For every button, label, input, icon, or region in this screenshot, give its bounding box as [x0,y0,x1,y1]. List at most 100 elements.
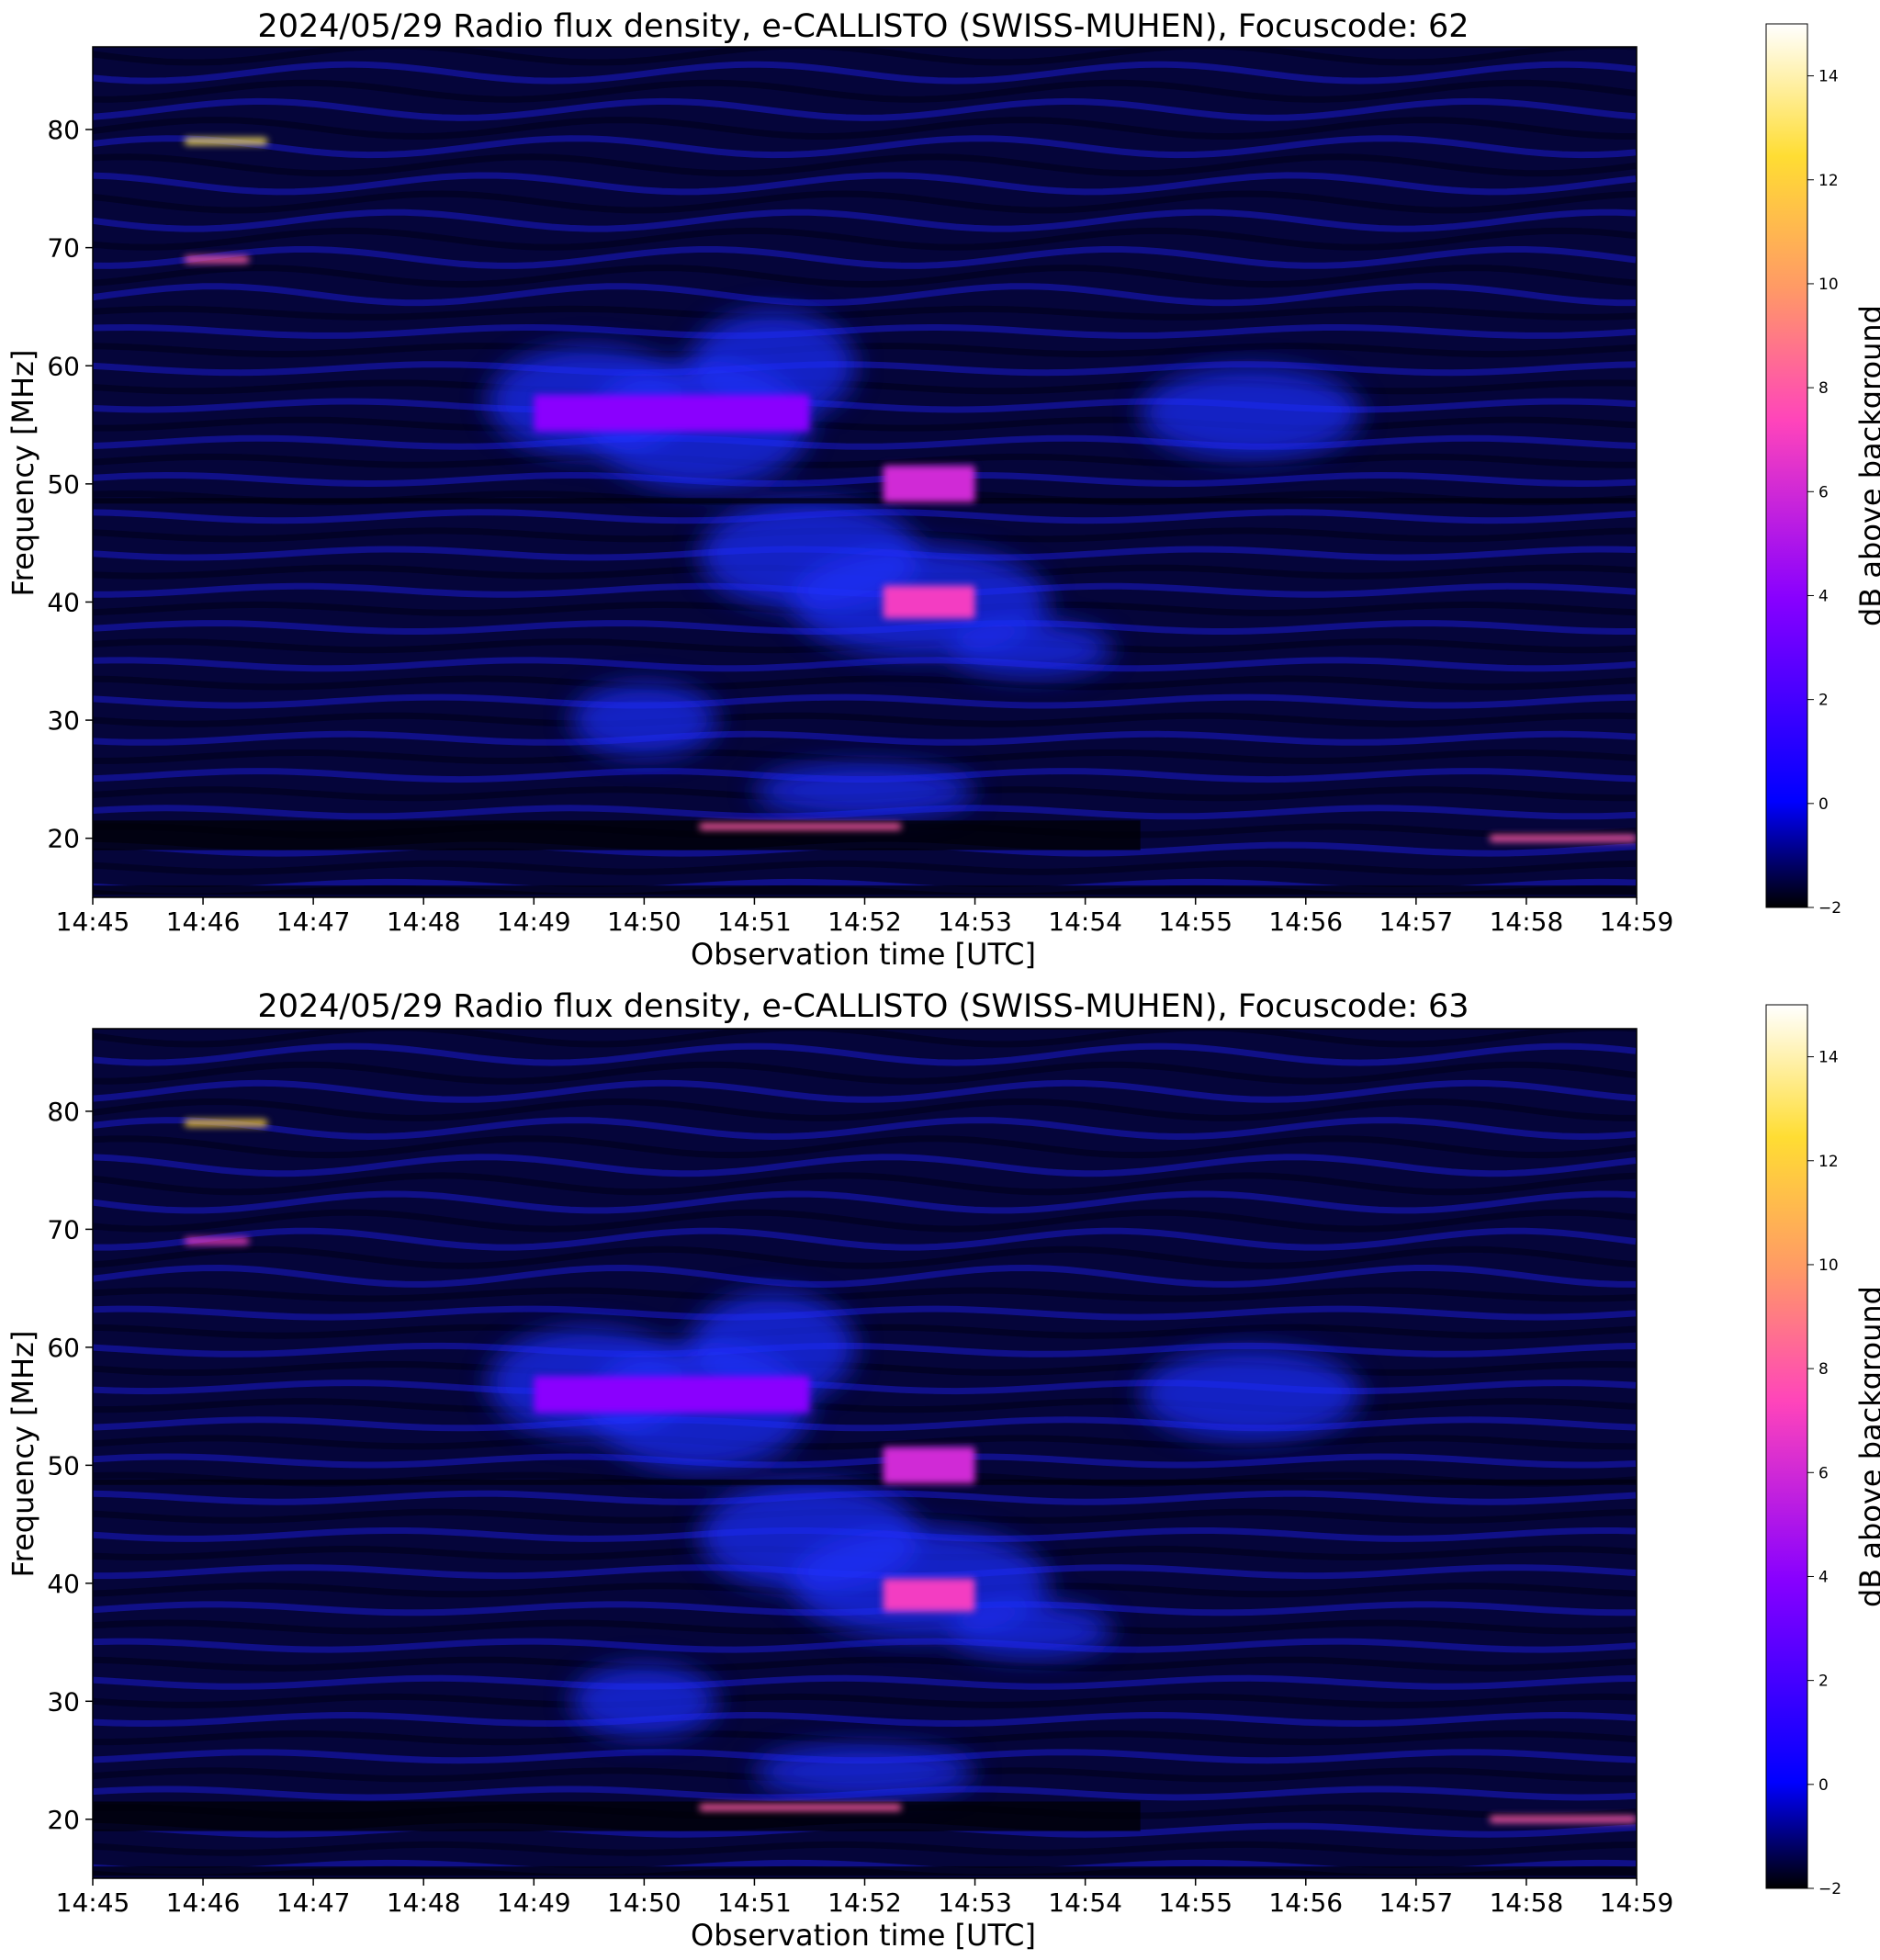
emission-feature [699,823,902,830]
colorbar-1: −2 0 2 4 6 8 10 12 14 dB above background [1765,23,1880,918]
colorbar-tick-label: 6 [1818,1464,1829,1482]
colorbar-tick-label: 2 [1818,692,1829,710]
colorbar-tick-label: 8 [1818,379,1829,398]
emission-feature [883,585,975,619]
emission-feature [883,1447,975,1484]
y-tick-label: 50 [47,469,80,500]
colorbar-tick-label: −2 [1818,1880,1841,1898]
x-tick-label: 14:47 [276,907,351,937]
x-tick-label: 14:54 [1048,907,1122,937]
y-tick-label: 30 [47,705,80,736]
y-tick-label: 60 [47,1333,80,1363]
colorbar-tick-label: 12 [1818,172,1839,190]
dark-band [93,820,1141,850]
x-tick-label: 14:49 [497,907,571,937]
x-tick-label: 14:57 [1379,1887,1454,1918]
x-tick-label: 14:59 [1600,1887,1674,1918]
x-tick-label: 14:56 [1268,907,1343,937]
emission-feature [883,465,975,502]
x-tick-label: 14:54 [1048,1887,1122,1918]
x-tick-label: 14:46 [166,1887,241,1918]
dark-band [93,1801,1141,1831]
x-tick-label: 14:45 [56,1887,130,1918]
x-tick-label: 14:58 [1490,1887,1564,1918]
emission-feature [1489,835,1637,842]
y-tick-label: 70 [47,1214,80,1245]
emission-feature [185,1237,250,1245]
colorbar-tick-label: 12 [1818,1153,1839,1171]
y-tick-label: 40 [47,587,80,617]
spectrogram-texture [93,47,1637,894]
x-tick-label: 14:52 [827,1887,902,1918]
colorbar-tick-label: 14 [1818,1049,1839,1067]
emission-feature [699,1804,902,1811]
x-axis-1: 14:45 14:46 14:47 14:48 14:49 14:50 14:51 14:52… [56,897,1673,937]
colorbar-tick-label: 4 [1818,587,1829,605]
x-tick-label: 14:56 [1268,1887,1343,1918]
colorbar-tick-label: 0 [1818,795,1829,814]
colorbar-tick-label: 4 [1818,1568,1829,1586]
colorbar-2: −2 0 2 4 6 8 10 12 14 dB above background [1765,1004,1880,1898]
x-tick-label: 14:55 [1158,907,1233,937]
y-tick-label: 60 [47,351,80,381]
x-axis-2: 14:45 14:46 14:47 14:48 14:49 14:50 14:51 14:52… [56,1878,1674,1918]
panel-1-ylabel: Frequency [MHz] [6,350,40,597]
y-tick-label: 70 [47,233,80,264]
x-tick-label: 14:53 [938,907,1012,937]
colorbar-tick-label: 8 [1818,1360,1829,1379]
dark-band-49 [93,1479,1637,1485]
x-tick-label: 14:51 [717,907,792,937]
panel-1-title: 2024/05/29 Radio flux density, e-CALLIST… [257,8,1469,45]
panel-2-xlabel: Observation time [UTC] [691,1918,1036,1953]
x-tick-label: 14:57 [1379,907,1454,937]
spectrogram-2 [92,1028,1638,1879]
dark-band-49 [93,498,1637,504]
colorbar-1-ticks: −2 0 2 4 6 8 10 12 14 [1807,68,1841,918]
spectrogram-1 [92,46,1638,898]
panel-2-title: 2024/05/29 Radio flux density, e-CALLIST… [257,988,1469,1025]
y-axis-2: 20 30 40 50 60 70 80 [47,1097,93,1835]
y-tick-label: 40 [47,1569,80,1599]
x-tick-label: 14:58 [1490,907,1564,937]
colorbar-2-gradient [1765,1004,1808,1889]
emission-feature [534,1376,810,1414]
emission-feature [1489,1816,1637,1823]
colorbar-tick-label: 2 [1818,1673,1829,1691]
colorbar-2-label: dB above background [1853,1286,1880,1607]
dark-band-low [93,1866,1637,1876]
colorbar-tick-label: 14 [1818,68,1839,86]
panel-2-ylabel: Frequency [MHz] [6,1331,40,1578]
x-tick-label: 14:48 [387,1887,461,1918]
x-tick-label: 14:45 [56,907,130,937]
colorbar-tick-label: 10 [1818,1256,1839,1275]
panel-1-xlabel: Observation time [UTC] [691,937,1036,972]
y-axis-1: 20 30 40 50 60 70 80 [47,115,93,854]
y-tick-label: 80 [47,1097,80,1127]
dark-band-low [93,885,1637,896]
colorbar-tick-label: 6 [1818,483,1829,501]
x-tick-label: 14:46 [166,907,241,937]
colorbar-tick-label: 10 [1818,276,1839,294]
y-tick-label: 80 [47,115,80,145]
colorbar-tick-label: 0 [1818,1776,1829,1795]
panel-1: 2024/05/29 Radio flux density, e-CALLIST… [6,8,1880,972]
colorbar-1-gradient [1765,23,1808,908]
emission-feature [883,1578,975,1612]
y-tick-label: 20 [47,1805,80,1835]
y-tick-label: 30 [47,1686,80,1717]
y-tick-label: 50 [47,1450,80,1481]
x-tick-label: 14:55 [1158,1887,1233,1918]
emission-feature [185,138,268,145]
emission-feature [185,256,250,263]
x-tick-label: 14:47 [276,1887,351,1918]
x-tick-label: 14:53 [938,1887,1012,1918]
colorbar-tick-label: −2 [1818,899,1841,918]
x-tick-label: 14:50 [607,1887,681,1918]
x-tick-label: 14:52 [827,907,902,937]
emission-feature [185,1120,268,1127]
x-tick-label: 14:49 [497,1887,571,1918]
emission-feature [534,394,810,432]
colorbar-2-ticks: −2 0 2 4 6 8 10 12 14 [1807,1049,1841,1898]
colorbar-1-label: dB above background [1853,305,1880,626]
